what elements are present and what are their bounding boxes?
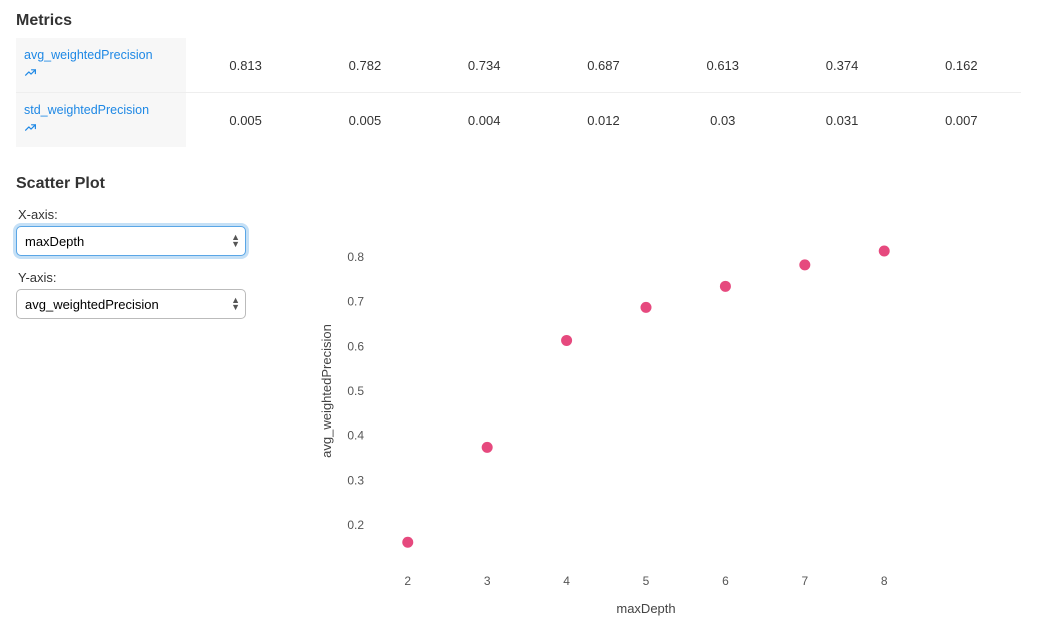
x-tick-label: 8: [881, 574, 888, 588]
y-tick-label: 0.4: [347, 429, 364, 443]
scatter-point: [482, 442, 493, 453]
metric-value-cell: 0.813: [186, 38, 305, 93]
y-tick-label: 0.7: [347, 295, 364, 309]
scatter-point: [879, 245, 890, 256]
metric-value-cell: 0.03: [663, 93, 782, 148]
metrics-table: avg_weightedPrecision 0.8130.7820.7340.68…: [16, 38, 1021, 147]
metric-value-cell: 0.782: [305, 38, 424, 93]
y-tick-label: 0.8: [347, 250, 364, 264]
x-tick-label: 2: [404, 574, 411, 588]
chart-line-icon: [24, 66, 153, 82]
y-tick-label: 0.2: [347, 518, 364, 532]
x-axis: 2 3 4 5 6 7 8: [404, 574, 887, 588]
metric-value-cell: 0.613: [663, 38, 782, 93]
x-tick-label: 3: [484, 574, 491, 588]
scatter-point: [720, 281, 731, 292]
scatter-point: [799, 259, 810, 270]
metric-value-cell: 0.374: [782, 38, 901, 93]
x-axis-select-wrap: maxDepth ▲▼: [16, 226, 246, 256]
x-axis-select[interactable]: maxDepth: [16, 226, 246, 256]
metric-label-text: avg_weightedPrecision: [24, 48, 153, 62]
scatter-chart: 0.2 0.3 0.4 0.5 0.6 0.7 0.8 2 3 4 5 6 7 8 maxDepth avg_…: [306, 201, 946, 621]
x-axis-label: X-axis:: [18, 207, 266, 222]
metric-value-cell: 0.012: [544, 93, 663, 148]
scatter-point: [402, 537, 413, 548]
y-tick-label: 0.3: [347, 473, 364, 487]
metric-link[interactable]: avg_weightedPrecision: [24, 48, 153, 82]
metric-label-text: std_weightedPrecision: [24, 103, 149, 117]
metric-value-cell: 0.007: [902, 93, 1021, 148]
metric-value-cell: 0.005: [186, 93, 305, 148]
x-tick-label: 7: [801, 574, 808, 588]
metric-label-cell: avg_weightedPrecision: [16, 38, 186, 93]
scatter-controls: X-axis: maxDepth ▲▼ Y-axis: avg_weighted…: [16, 201, 266, 621]
scatter-point: [641, 302, 652, 313]
scatter-heading: Scatter Plot: [16, 175, 1021, 193]
y-axis-select[interactable]: avg_weightedPrecision: [16, 289, 246, 319]
y-tick-label: 0.6: [347, 339, 364, 353]
metric-value-cell: 0.687: [544, 38, 663, 93]
y-tick-label: 0.5: [347, 384, 364, 398]
x-tick-label: 5: [643, 574, 650, 588]
metrics-row: avg_weightedPrecision 0.8130.7820.7340.68…: [16, 38, 1021, 93]
y-axis: 0.2 0.3 0.4 0.5 0.6 0.7 0.8: [347, 250, 364, 532]
chart-line-icon: [24, 121, 149, 137]
metric-link[interactable]: std_weightedPrecision: [24, 103, 149, 137]
y-axis-label: Y-axis:: [18, 270, 266, 285]
y-axis-select-wrap: avg_weightedPrecision ▲▼: [16, 289, 246, 319]
scatter-chart-area: 0.2 0.3 0.4 0.5 0.6 0.7 0.8 2 3 4 5 6 7 8 maxDepth avg_…: [306, 201, 1021, 621]
x-tick-label: 6: [722, 574, 729, 588]
metric-value-cell: 0.162: [902, 38, 1021, 93]
x-tick-label: 4: [563, 574, 570, 588]
metric-value-cell: 0.004: [425, 93, 544, 148]
metrics-row: std_weightedPrecision0.0050.0050.0040.01…: [16, 93, 1021, 148]
metric-value-cell: 0.031: [782, 93, 901, 148]
metric-value-cell: 0.005: [305, 93, 424, 148]
metrics-heading: Metrics: [16, 12, 1021, 30]
metric-label-cell: std_weightedPrecision: [16, 93, 186, 148]
y-axis-title: avg_weightedPrecision: [319, 324, 334, 458]
scatter-point: [561, 335, 572, 346]
metric-value-cell: 0.734: [425, 38, 544, 93]
x-axis-title: maxDepth: [616, 601, 675, 616]
